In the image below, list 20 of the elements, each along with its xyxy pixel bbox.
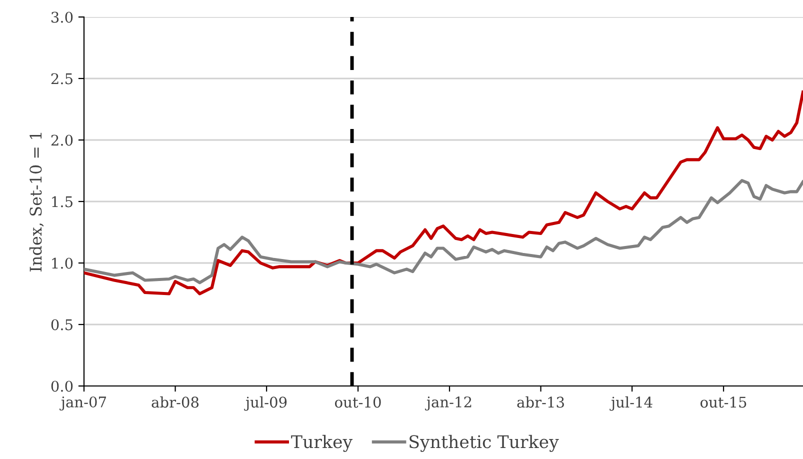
y-tick-label: 0.0 bbox=[51, 380, 73, 392]
x-tick-label: abr-08 bbox=[152, 396, 199, 408]
x-tick-label: jul-14 bbox=[610, 396, 652, 411]
y-tick-label: 2.5 bbox=[51, 73, 72, 84]
y-tick-label: 1.5 bbox=[52, 196, 72, 208]
legend-label: Synthetic Turkey bbox=[410, 434, 559, 452]
x-tick-label: jan-12 bbox=[425, 396, 472, 411]
x-tick-label: out-10 bbox=[334, 396, 381, 408]
x-tick-label: jan-07 bbox=[60, 396, 106, 411]
y-tick-label: 2.0 bbox=[51, 134, 73, 146]
line-series bbox=[84, 179, 803, 284]
y-tick-label: 0.5 bbox=[51, 319, 72, 330]
y-tick-label: 3.0 bbox=[52, 12, 73, 23]
x-tick-label: out-15 bbox=[700, 396, 746, 408]
y-axis-title: Index, Set-10 = 1 bbox=[29, 132, 44, 272]
x-tick-label: abr-13 bbox=[517, 396, 564, 408]
y-tick-label: 1.0 bbox=[52, 258, 73, 269]
legend-label: Turkey bbox=[291, 434, 353, 452]
x-tick-label: jul-09 bbox=[244, 396, 287, 411]
line-series bbox=[84, 90, 803, 296]
